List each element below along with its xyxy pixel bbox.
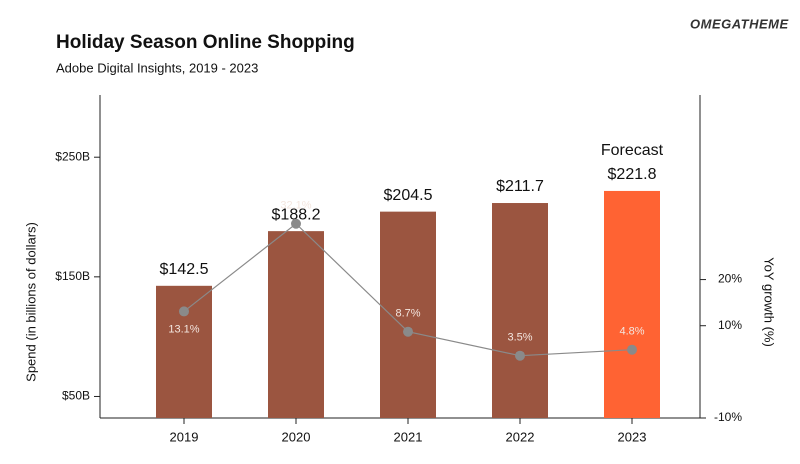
growth-label: 4.8% — [619, 326, 644, 338]
x-tick-label: 2021 — [394, 429, 423, 444]
bar-value-label: $188.2 — [272, 206, 321, 223]
bar-value-label: $211.7 — [496, 178, 544, 195]
bar — [380, 211, 436, 418]
bar — [268, 231, 324, 418]
y-tick-label: $250B — [55, 149, 90, 163]
bar — [604, 190, 660, 418]
x-tick-label: 2022 — [506, 429, 535, 444]
bar-value-label: $221.8 — [608, 166, 657, 183]
bar — [156, 285, 212, 418]
growth-point — [403, 326, 413, 337]
x-tick-label: 2023 — [618, 429, 647, 444]
bar-value-label: $204.5 — [384, 187, 433, 204]
y-axis-label: Spend (in billions of dollars) — [23, 222, 38, 382]
growth-label: 13.1% — [168, 323, 199, 335]
brand-logo: OMEGATHEME — [690, 16, 789, 31]
x-tick-label: 2020 — [282, 429, 311, 444]
chart-title: Holiday Season Online Shopping — [56, 32, 355, 53]
bar — [492, 203, 548, 418]
bar-value-label: $142.5 — [160, 261, 209, 278]
y2-tick-label: 20% — [718, 272, 742, 286]
growth-point — [627, 344, 637, 355]
growth-label: 3.5% — [507, 332, 532, 344]
chart-subtitle: Adobe Digital Insights, 2019 - 2023 — [56, 60, 258, 75]
y2-tick-label: 10% — [718, 318, 742, 332]
growth-point — [291, 218, 301, 229]
growth-point — [179, 306, 189, 317]
y-tick-label: $150B — [55, 269, 90, 283]
forecast-annotation: Forecast — [601, 142, 664, 159]
y2-tick-label: -10% — [714, 410, 742, 424]
growth-label: 8.7% — [395, 308, 420, 320]
x-tick-label: 2019 — [170, 429, 199, 444]
growth-point — [515, 350, 525, 361]
y2-axis-label: YoY growth (%) — [762, 257, 777, 347]
growth-label: 32.1% — [280, 200, 311, 212]
y-tick-label: $50B — [62, 389, 90, 403]
